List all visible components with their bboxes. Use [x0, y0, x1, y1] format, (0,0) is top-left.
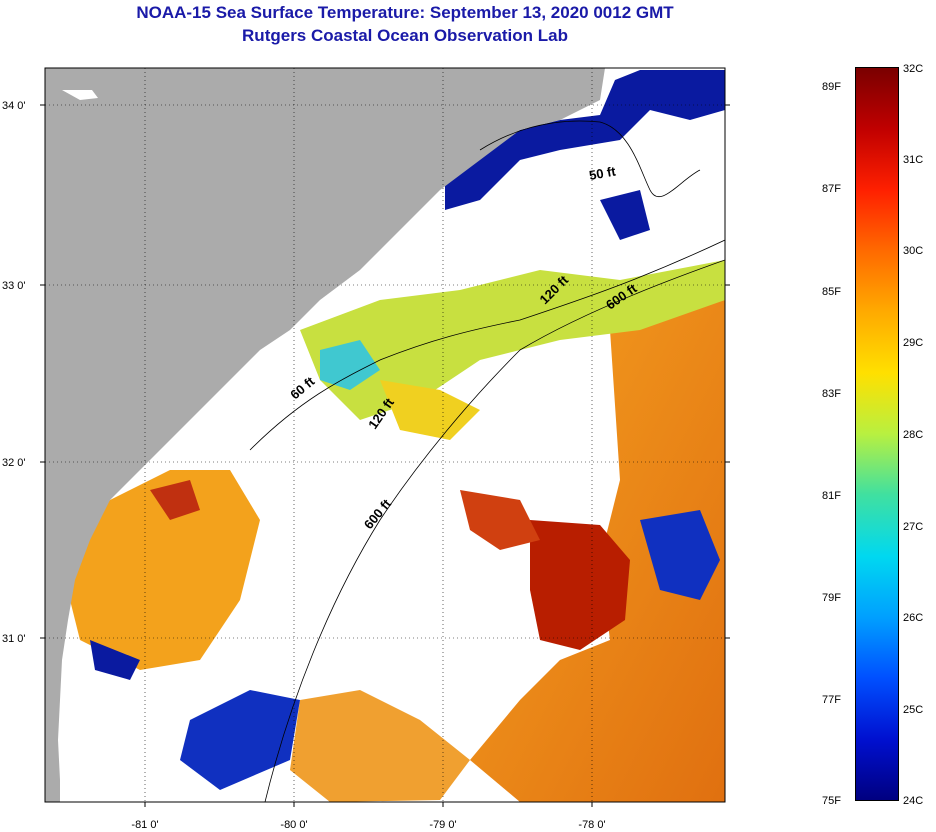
colorbar-c-label: 31C — [903, 154, 924, 166]
colorbar-f-label: 79F — [822, 592, 841, 604]
colorbar-c-label: 30C — [903, 245, 924, 257]
lon-label: -78 0' — [578, 819, 605, 831]
temperature-colorbar — [855, 67, 899, 801]
colorbar-c-label: 25C — [903, 704, 924, 716]
land-mass — [45, 68, 605, 802]
lat-label: 34 0' — [2, 100, 26, 112]
hot-water-patch — [460, 490, 540, 550]
cool-patch — [320, 340, 380, 390]
colorbar-f-label: 83F — [822, 388, 841, 400]
lon-label: -81 0' — [131, 819, 158, 831]
map-frame — [44, 67, 726, 803]
hot-water-patch — [530, 520, 630, 650]
lon-label: -79 0' — [429, 819, 456, 831]
colorbar-f-label: 77F — [822, 694, 841, 706]
warm-water-south — [290, 690, 470, 802]
cold-water-north — [445, 70, 725, 210]
isobath-600ft — [264, 259, 725, 802]
lat-label: 32 0' — [2, 457, 26, 469]
graticule — [45, 68, 725, 802]
warm-water-east — [470, 300, 725, 802]
map-subtitle: Rutgers Coastal Ocean Observation Lab — [242, 26, 568, 45]
colorbar-c-label: 32C — [903, 63, 924, 75]
colorbar-c-label: 28C — [903, 429, 924, 441]
colorbar-c-label: 26C — [903, 612, 924, 624]
colorbar-f-label: 75F — [822, 795, 841, 807]
axis-ticks — [40, 104, 730, 807]
lake — [62, 90, 98, 100]
sst-map: 50 ft 120 ft 600 ft 60 ft 120 ft 600 ft … — [2, 67, 730, 831]
mid-temp-band — [300, 260, 725, 420]
hot-water-patch — [150, 480, 200, 520]
colorbar-c-label: 29C — [903, 337, 924, 349]
colorbar-f-label: 85F — [822, 286, 841, 298]
colorbar-f-label: 87F — [822, 183, 841, 195]
cold-water-patch — [640, 510, 720, 600]
mid-temp-band — [380, 380, 480, 440]
colorbar-c-label: 27C — [903, 521, 924, 533]
cold-water-patch — [90, 640, 140, 680]
isobath-label-50ft: 50 ft — [588, 163, 618, 183]
warm-water-southwest — [60, 470, 260, 670]
isobath-120ft — [249, 239, 725, 451]
cold-water-patch — [600, 190, 650, 240]
colorbar-f-label: 81F — [822, 490, 841, 502]
lon-label: -80 0' — [280, 819, 307, 831]
cold-water-patch — [180, 690, 300, 790]
colorbar-c-label: 24C — [903, 795, 924, 807]
lat-label: 31 0' — [2, 633, 26, 645]
colorbar-f-label: 89F — [822, 81, 841, 93]
isobath-50ft — [479, 120, 701, 198]
lat-label: 33 0' — [2, 280, 26, 292]
map-title: NOAA-15 Sea Surface Temperature: Septemb… — [136, 3, 674, 22]
